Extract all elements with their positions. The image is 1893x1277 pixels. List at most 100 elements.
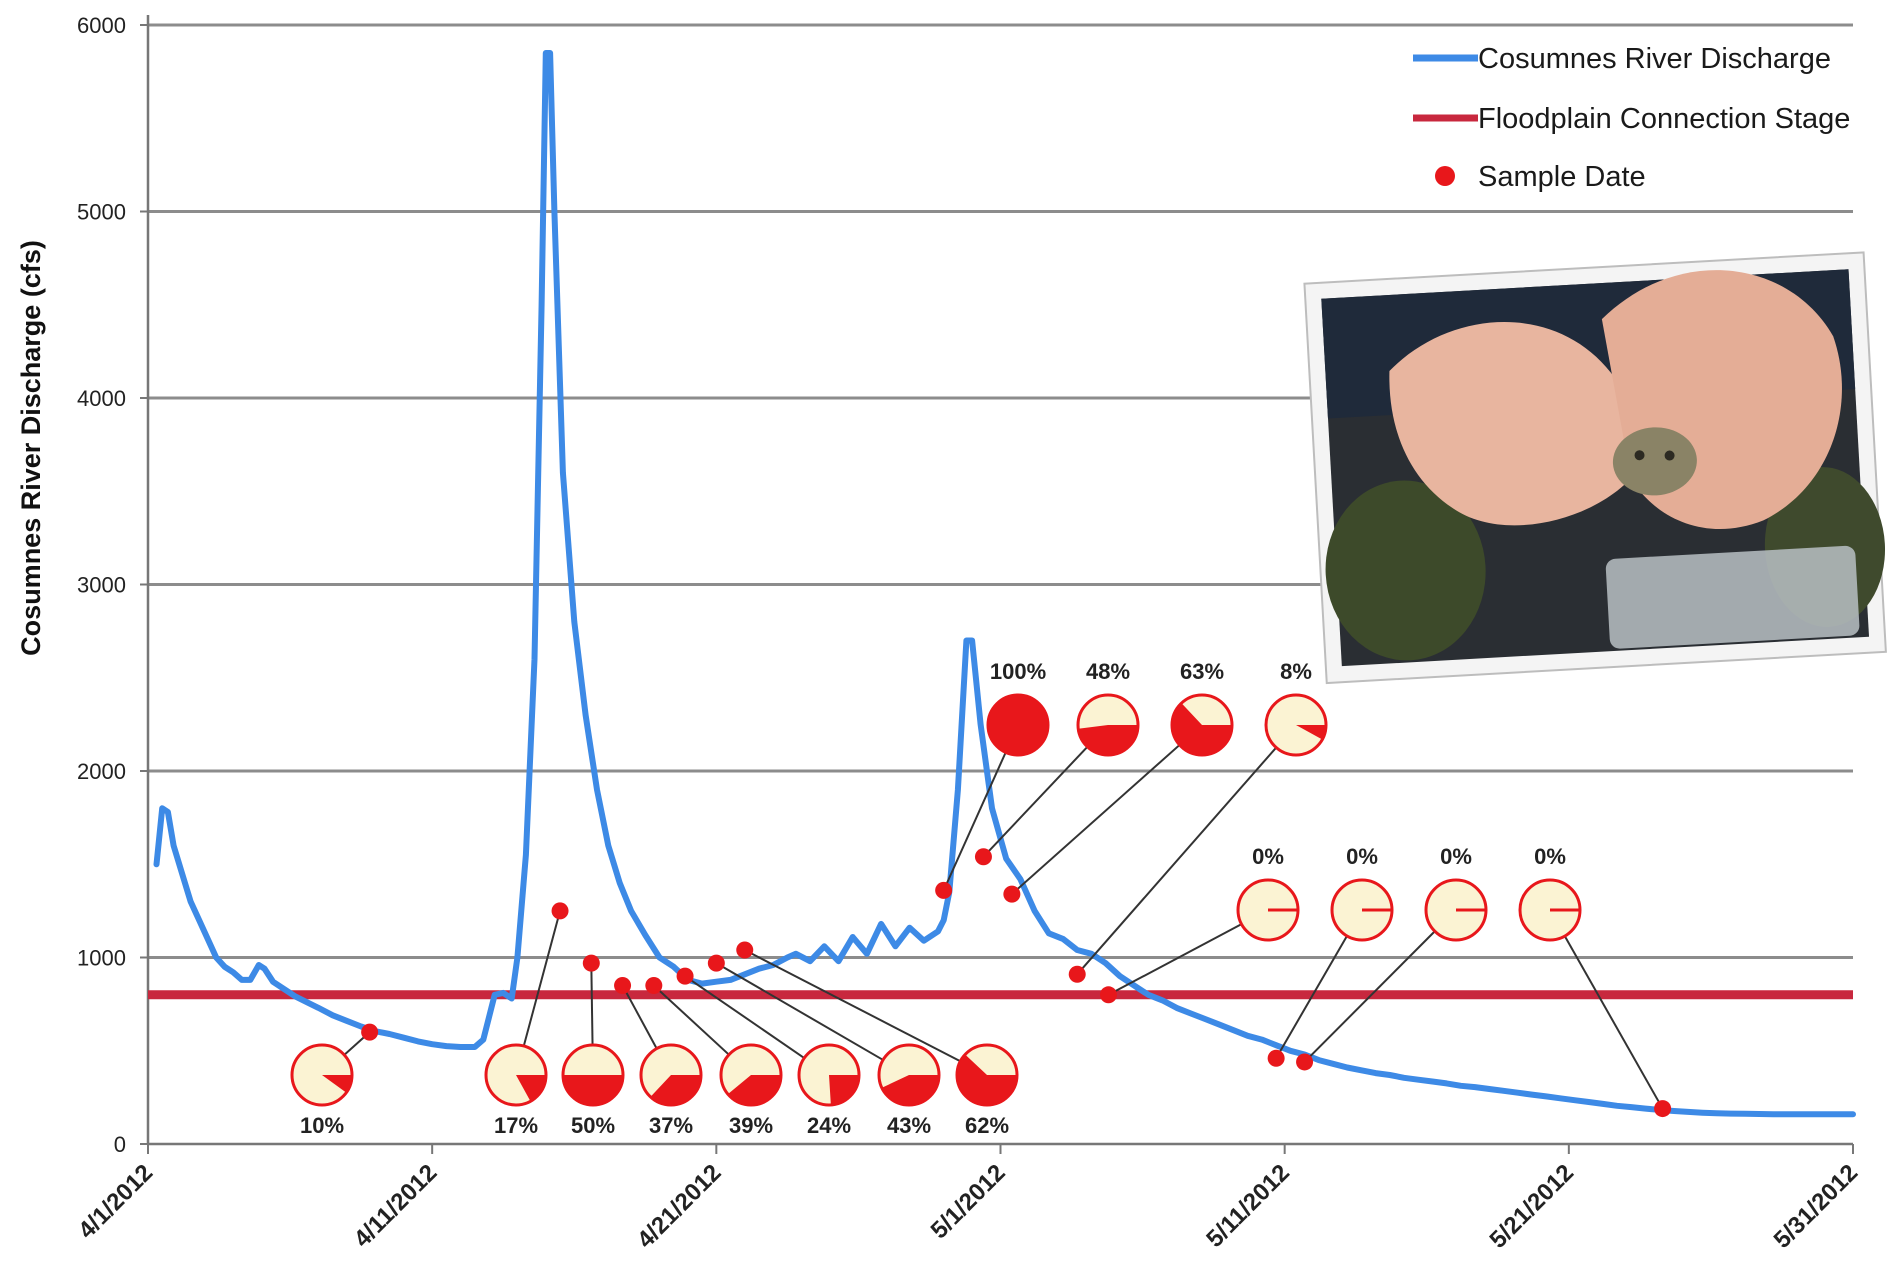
leader-line-6 (715, 962, 884, 1061)
pie-1: 17% (484, 1043, 548, 1138)
pie-label-15: 0% (1534, 844, 1566, 869)
legend: Cosumnes River Discharge Floodplain Conne… (1413, 43, 1850, 193)
sample-dot-4 (645, 976, 663, 994)
pie-label-8: 100% (990, 659, 1046, 684)
pie-label-1: 17% (494, 1113, 538, 1138)
x-tick-labels: 4/1/2012 4/11/2012 4/21/2012 5/1/2012 5/11/2… (73, 1159, 1863, 1254)
pie-slice (957, 1054, 1017, 1105)
pie-label-11: 8% (1280, 659, 1312, 684)
pie-slice (1172, 703, 1232, 755)
sample-dot-6 (707, 954, 725, 972)
y-tick-6000: 6000 (77, 13, 126, 38)
pie-label-5: 24% (807, 1113, 851, 1138)
leader-line-3 (621, 984, 658, 1050)
sample-dot-13 (1267, 1049, 1285, 1067)
pie-label-4: 39% (729, 1113, 773, 1138)
pie-label-9: 48% (1086, 659, 1130, 684)
pie-slice (322, 1075, 352, 1093)
pie-label-14: 0% (1440, 844, 1472, 869)
pie-0: 10% (290, 1043, 354, 1138)
sample-dot-5 (676, 967, 694, 985)
pie-5: 24% (797, 1043, 861, 1138)
pie-label-3: 37% (649, 1113, 693, 1138)
pie-markers: 10% 17% 50% 37% 39% 24% 43% 62% 100% 48% 63% 8% 0% 0%… (290, 659, 1582, 1138)
axes (146, 15, 1854, 1154)
sample-dot-3 (614, 976, 632, 994)
leader-line-11 (1076, 746, 1277, 975)
pie-label-13: 0% (1346, 844, 1378, 869)
pie-11: 8% (1264, 659, 1328, 757)
x-tick-3: 5/1/2012 (926, 1159, 1011, 1244)
pie-10: 63% (1170, 659, 1234, 757)
pie-slice (516, 1075, 546, 1102)
pie-slice (1078, 725, 1138, 756)
pie-slice (988, 695, 1048, 755)
sample-dot-7 (736, 941, 754, 959)
y-tick-2000: 2000 (77, 759, 126, 784)
leader-line-2 (590, 963, 594, 1046)
y-tick-5000: 5000 (77, 200, 126, 225)
sample-dot-11 (1068, 965, 1086, 983)
pie-3: 37% (639, 1043, 703, 1138)
pie-label-10: 63% (1180, 659, 1224, 684)
pie-label-12: 0% (1252, 844, 1284, 869)
pie-8: 100% (986, 659, 1050, 757)
leader-line-12 (1108, 923, 1242, 996)
legend-label-1: Floodplain Connection Stage (1478, 103, 1850, 135)
sample-dot-14 (1296, 1053, 1314, 1071)
x-tick-6: 5/31/2012 (1769, 1159, 1864, 1254)
leader-line-10 (1011, 744, 1181, 895)
gridlines (140, 23, 1853, 1145)
legend-swatch-2 (1435, 166, 1455, 186)
x-tick-5: 5/21/2012 (1484, 1159, 1579, 1254)
pie-9: 48% (1076, 659, 1140, 757)
pie-2: 50% (561, 1043, 625, 1138)
sample-dot-8 (935, 881, 953, 899)
pie-label-0: 10% (300, 1113, 344, 1138)
y-axis-label: Cosumnes River Discharge (cfs) (16, 240, 46, 656)
leader-line-14 (1303, 930, 1436, 1063)
sample-dots (361, 848, 1672, 1118)
leader-line-4 (653, 984, 730, 1056)
pie-slice (829, 1075, 859, 1105)
y-tick-labels: 0 1000 2000 3000 4000 5000 6000 (77, 13, 126, 1157)
sample-dot-12 (1099, 986, 1117, 1004)
photo-inset (1303, 251, 1887, 685)
sample-dot-0 (361, 1023, 379, 1041)
sample-dot-2 (582, 954, 600, 972)
sample-dot-9 (974, 848, 992, 866)
pie-14: 0% (1424, 844, 1488, 942)
pie-13: 0% (1330, 844, 1394, 942)
leader-line-15 (1563, 935, 1664, 1110)
sample-dot-15 (1654, 1100, 1672, 1118)
pie-12: 0% (1236, 844, 1300, 942)
pie-label-6: 43% (887, 1113, 931, 1138)
leader-line-1 (522, 910, 562, 1047)
leader-line-5 (684, 975, 805, 1059)
legend-label-2: Sample Date (1478, 161, 1646, 193)
leader-line-7 (744, 949, 961, 1063)
pie-15: 0% (1518, 844, 1582, 942)
x-tick-0: 4/1/2012 (73, 1159, 158, 1244)
y-tick-1000: 1000 (77, 946, 126, 971)
pie-slice (881, 1075, 940, 1106)
x-tick-4: 5/11/2012 (1201, 1159, 1295, 1253)
pie-slice (563, 1075, 623, 1105)
pie-slice (727, 1075, 781, 1105)
leader-line-9 (982, 746, 1089, 858)
pie-slice (650, 1075, 701, 1106)
pie-label-2: 50% (571, 1113, 615, 1138)
pie-4: 39% (719, 1043, 783, 1138)
y-tick-4000: 4000 (77, 386, 126, 411)
leader-line-8 (942, 751, 1007, 891)
pie-slice (1296, 725, 1326, 740)
sample-dot-1 (551, 902, 569, 920)
x-tick-1: 4/11/2012 (349, 1159, 443, 1253)
leader-lines (343, 744, 1664, 1110)
pie-7: 62% (955, 1043, 1019, 1138)
pie-6: 43% (877, 1043, 941, 1138)
y-tick-3000: 3000 (77, 573, 126, 598)
y-tick-0: 0 (114, 1132, 126, 1157)
pie-label-7: 62% (965, 1113, 1009, 1138)
